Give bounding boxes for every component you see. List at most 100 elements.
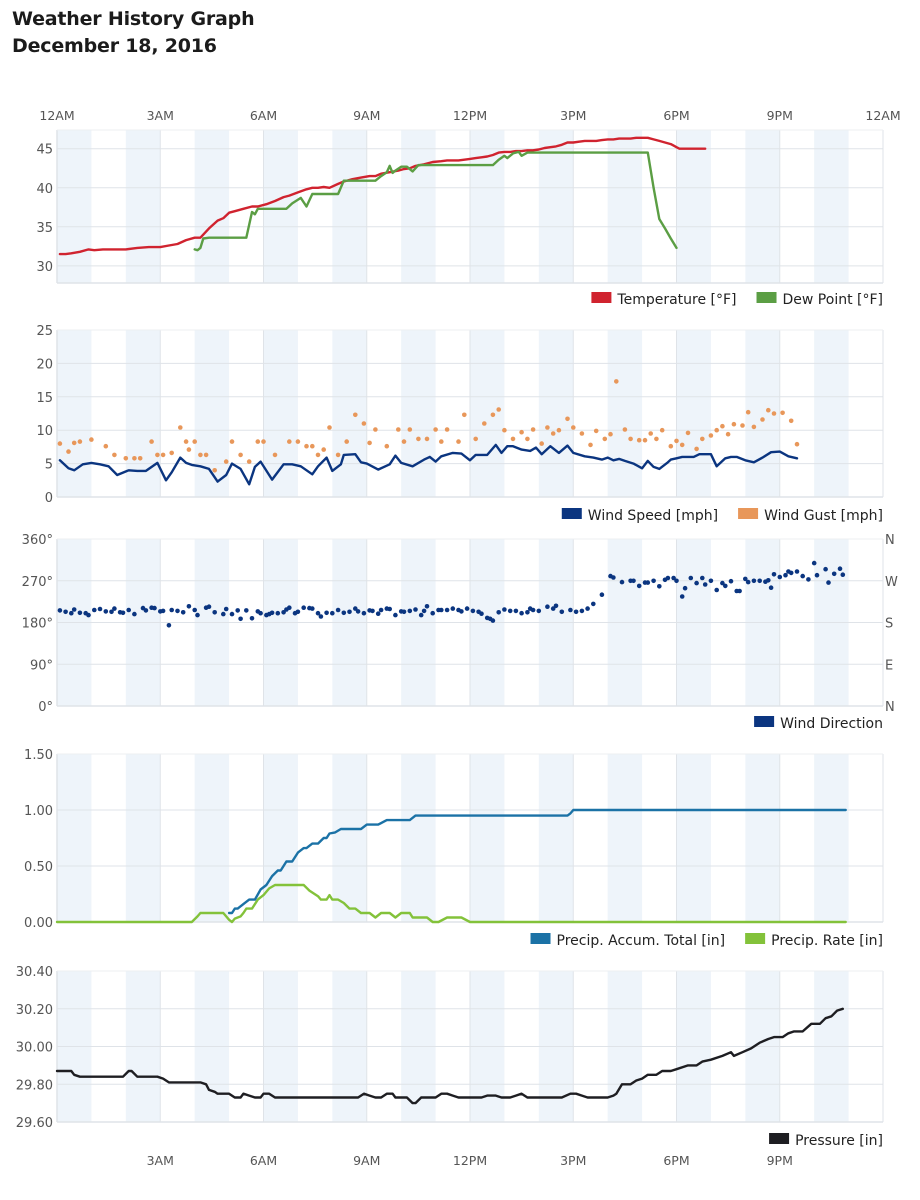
pressure-chart: 29.60 29.80 30.00 30.20 30.40 Pressure [in] [16, 965, 884, 1149]
winddir-series-0-point [375, 611, 381, 616]
winddir-series-0-point [301, 605, 307, 610]
winddir-series-0-point [195, 612, 200, 618]
hour-band [745, 130, 780, 283]
winddir-series-0-point [777, 574, 783, 580]
y-tick-label: 0 [45, 491, 53, 506]
wind-series-1-point [246, 459, 252, 464]
hour-band [607, 130, 643, 283]
winddir-series-0-point [550, 606, 556, 611]
y-tick-label: 360° [22, 533, 53, 548]
winddir-series-0-point [132, 611, 137, 617]
hour-band [125, 330, 161, 497]
wind-series-1-point [510, 436, 516, 442]
y-tick-label: 40 [36, 182, 53, 197]
wind-series-1-point [614, 379, 619, 384]
hour-band [538, 330, 574, 497]
winddir-series-0-point [324, 610, 329, 616]
wind-series-1-point [444, 427, 450, 432]
winddir-series-0-point [221, 611, 226, 617]
winddir-series-0-point [152, 605, 157, 611]
wind-series-1-point [550, 431, 556, 436]
legend-label: Wind Gust [mph] [764, 508, 883, 524]
wind-series-1-point [731, 421, 737, 427]
wind-series-1-point [654, 436, 659, 442]
winddir-series-0-point [513, 608, 519, 614]
winddir-series-0-point [496, 610, 502, 615]
wind-series-1-point [622, 427, 628, 432]
winddir-series-0-point [295, 609, 301, 615]
bottom-x-tick-label: 9PM [767, 1153, 793, 1168]
wind-series-1-point [132, 456, 137, 461]
hour-band [263, 130, 298, 283]
wind-series-1-point [384, 443, 390, 449]
legend-label: Dew Point [°F] [783, 292, 883, 308]
wind-series-1-point [788, 418, 794, 424]
winddir-series-0-point [160, 608, 166, 614]
hour-band [332, 754, 367, 922]
wind-series-1-point [57, 441, 63, 446]
winddir-series-0-point [347, 609, 352, 615]
winddir-series-0-point [439, 607, 444, 613]
bottom-x-tick-label: 6PM [663, 1153, 689, 1168]
wind-series-1-point [160, 452, 166, 458]
y-tick-label: 30.40 [16, 965, 53, 980]
wind-series-1-point [321, 447, 327, 452]
wind-series-1-point [648, 431, 653, 436]
wind-series-1-point [192, 439, 197, 444]
legend-swatch [530, 933, 551, 944]
wind-series-1-point [66, 449, 71, 454]
top-x-tick-label: 3AM [147, 108, 174, 123]
winddir-series-0-point [800, 573, 805, 579]
winddir-series-0-point [407, 608, 413, 614]
wind-series-1-point [416, 436, 421, 442]
winddir-series-0-point [169, 607, 174, 613]
wind-series-1-point [261, 439, 266, 444]
y-tick-label: 29.80 [16, 1078, 53, 1093]
wind-series-1-point [272, 452, 278, 458]
winddir-series-0-point [249, 616, 255, 621]
wind-series-1-point [659, 427, 665, 433]
winddir-series-0-point [714, 587, 719, 593]
winddir-series-0-point [591, 601, 596, 607]
y-tick-label: 10 [36, 424, 53, 439]
hour-band [814, 130, 849, 283]
y-tick-label: 1.00 [24, 804, 53, 819]
winddir-series-0-point [553, 603, 559, 609]
right-tick-label: N [885, 533, 895, 548]
winddir-series-0-point [335, 607, 341, 613]
y-tick-label: 0.50 [24, 860, 53, 875]
hour-band [607, 330, 643, 497]
winddir-series-0-point [768, 585, 774, 590]
wind-series-1-point [456, 439, 461, 444]
wind-series-1-point [373, 427, 378, 432]
wind-series-1-point [169, 450, 174, 456]
y-tick-label: 90° [30, 658, 53, 673]
winddir-series-0-point [63, 609, 68, 615]
wind-series-1-point [530, 427, 536, 432]
winddir-series-0-point [671, 575, 676, 581]
wind-series-1-point [183, 439, 189, 444]
winddir-series-0-point [788, 570, 794, 576]
winddir-series-0-point [708, 578, 714, 584]
winddir-series-0-point [743, 576, 748, 582]
legend-swatch [756, 292, 777, 303]
legend-swatch [754, 716, 775, 727]
y-tick-label: 25 [36, 324, 53, 339]
winddir-series-0-point [413, 607, 418, 612]
hour-band [125, 754, 161, 922]
y-tick-label: 0.00 [24, 916, 53, 931]
winddir-series-0-point [235, 608, 240, 613]
winddir-series-0-point [694, 580, 699, 586]
winddir-series-0-point [840, 572, 846, 577]
hour-band [57, 330, 92, 497]
winddir-series-0-point [450, 606, 456, 611]
winddir-series-0-point [192, 607, 197, 613]
winddir-series-0-point [112, 606, 117, 611]
winddir-series-0-point [794, 569, 800, 574]
wind-series-1-point [137, 456, 143, 461]
wind-series-1-point [674, 438, 679, 444]
legend-label: Wind Speed [mph] [588, 508, 718, 524]
winddir-series-0-point [745, 579, 751, 585]
winddir-series-0-point [143, 608, 149, 613]
wind-series-1-point [77, 439, 83, 444]
